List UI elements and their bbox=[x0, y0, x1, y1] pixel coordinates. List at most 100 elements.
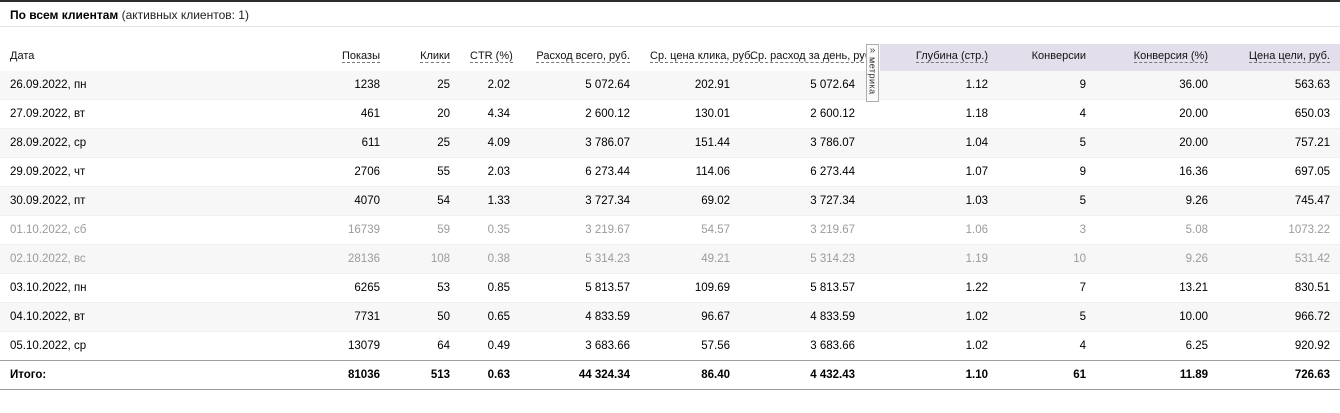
goal-price-cell: 745.47 bbox=[1294, 195, 1330, 207]
conversions-cell: 4 bbox=[1079, 108, 1086, 120]
depth-cell: 1.06 bbox=[965, 224, 988, 236]
conversion-rate-cell: 20.00 bbox=[1179, 108, 1208, 120]
col-header-avg-daily-spend[interactable]: Ср. расход за день, руб. bbox=[750, 50, 875, 63]
impressions-cell: 461 bbox=[360, 108, 380, 120]
impressions-cell: 611 bbox=[361, 137, 380, 149]
date-cell: 26.09.2022, пн bbox=[10, 79, 87, 91]
impressions-cell: 2706 bbox=[354, 166, 380, 178]
avg-daily-spend-cell: 5 314.23 bbox=[810, 253, 855, 265]
conversions-cell: 3 bbox=[1079, 224, 1086, 236]
impressions-cell: 4070 bbox=[354, 195, 380, 207]
avg-daily-spend-cell: 3 683.66 bbox=[810, 340, 855, 352]
avg-cpc-cell: 49.21 bbox=[701, 253, 730, 265]
totals-row: Итого: 81036 513 0.63 44 324.34 86.40 4 … bbox=[0, 360, 1340, 390]
table-row: 29.09.2022, чт 2706 55 2.03 6 273.44 114… bbox=[0, 158, 1340, 187]
conversion-rate-cell: 9.26 bbox=[1185, 253, 1208, 265]
impressions-cell: 1238 bbox=[354, 79, 380, 91]
metrika-divider-cell bbox=[865, 303, 880, 332]
depth-cell: 1.04 bbox=[965, 137, 988, 149]
goal-price-cell: 830.51 bbox=[1294, 282, 1330, 294]
conversions-cell: 5 bbox=[1079, 311, 1086, 323]
ctr-cell: 0.38 bbox=[487, 253, 510, 265]
ctr-cell: 0.85 bbox=[487, 282, 510, 294]
totals-goal-price: 726.63 bbox=[1218, 360, 1340, 390]
ctr-cell: 4.09 bbox=[487, 137, 510, 149]
ctr-cell: 2.03 bbox=[487, 166, 510, 178]
totals-conversion-rate: 11.89 bbox=[1096, 360, 1218, 390]
date-cell: 28.09.2022, ср bbox=[10, 137, 87, 149]
impressions-cell: 6265 bbox=[354, 282, 380, 294]
total-spend-cell: 5 314.23 bbox=[585, 253, 630, 265]
clicks-cell: 55 bbox=[437, 166, 450, 178]
avg-daily-spend-cell: 3 786.07 bbox=[810, 137, 855, 149]
ctr-cell: 0.65 bbox=[487, 311, 510, 323]
col-header-conversion-rate[interactable]: Конверсия (%) bbox=[1133, 50, 1208, 63]
totals-total-spend: 44 324.34 bbox=[520, 360, 640, 390]
avg-daily-spend-cell: 2 600.12 bbox=[810, 108, 855, 120]
date-cell: 29.09.2022, чт bbox=[10, 166, 86, 178]
avg-cpc-cell: 202.91 bbox=[694, 79, 730, 91]
avg-daily-spend-cell: 3 219.67 bbox=[810, 224, 855, 236]
goal-price-cell: 757.21 bbox=[1294, 137, 1330, 149]
metrika-divider-cell bbox=[865, 100, 880, 129]
conversion-rate-cell: 36.00 bbox=[1179, 79, 1208, 91]
stats-table: Дата Показы Клики CTR (%) Расход всего, … bbox=[0, 44, 1340, 390]
table-row: 02.10.2022, вс 28136 108 0.38 5 314.23 4… bbox=[0, 244, 1340, 274]
metrika-divider-cell bbox=[865, 274, 880, 303]
conversion-rate-cell: 5.08 bbox=[1185, 224, 1208, 236]
impressions-cell: 28136 bbox=[348, 253, 380, 265]
metrika-tab-label: метрика bbox=[867, 57, 878, 95]
col-header-avg-cpc[interactable]: Ср. цена клика, руб. bbox=[650, 50, 754, 63]
total-spend-cell: 6 273.44 bbox=[585, 166, 630, 178]
metrika-divider-cell bbox=[865, 187, 880, 216]
metrika-divider-cell bbox=[865, 158, 880, 187]
conversions-cell: 5 bbox=[1079, 195, 1086, 207]
avg-cpc-cell: 57.56 bbox=[701, 340, 730, 352]
col-header-clicks[interactable]: Клики bbox=[420, 50, 450, 63]
col-header-conversions: Конверсии bbox=[1031, 50, 1086, 62]
clicks-cell: 25 bbox=[437, 79, 450, 91]
conversion-rate-cell: 20.00 bbox=[1179, 137, 1208, 149]
depth-cell: 1.03 bbox=[965, 195, 988, 207]
depth-cell: 1.18 bbox=[965, 108, 988, 120]
table-row: 05.10.2022, ср 13079 64 0.49 3 683.66 57… bbox=[0, 332, 1340, 361]
clicks-cell: 54 bbox=[437, 195, 450, 207]
clicks-cell: 59 bbox=[437, 224, 450, 236]
total-spend-cell: 4 833.59 bbox=[585, 311, 630, 323]
avg-daily-spend-cell: 5 813.57 bbox=[810, 282, 855, 294]
totals-clicks: 513 bbox=[390, 360, 460, 390]
total-spend-cell: 3 219.67 bbox=[585, 224, 630, 236]
ctr-cell: 0.35 bbox=[487, 224, 510, 236]
totals-avg-daily-spend: 4 432.43 bbox=[740, 360, 865, 390]
goal-price-cell: 966.72 bbox=[1294, 311, 1330, 323]
col-header-impressions[interactable]: Показы bbox=[341, 50, 380, 63]
conversion-rate-cell: 10.00 bbox=[1179, 311, 1208, 323]
depth-cell: 1.12 bbox=[965, 79, 988, 91]
goal-price-cell: 531.42 bbox=[1294, 253, 1330, 265]
col-header-total-spend[interactable]: Расход всего, руб. bbox=[536, 50, 630, 63]
totals-impressions: 81036 bbox=[300, 360, 390, 390]
avg-cpc-cell: 69.02 bbox=[701, 195, 730, 207]
date-cell: 30.09.2022, пт bbox=[10, 195, 86, 207]
table-row: 01.10.2022, сб 16739 59 0.35 3 219.67 54… bbox=[0, 216, 1340, 245]
col-header-ctr[interactable]: CTR (%) bbox=[470, 50, 513, 63]
clicks-cell: 64 bbox=[437, 340, 450, 352]
goal-price-cell: 920.92 bbox=[1294, 340, 1330, 352]
depth-cell: 1.02 bbox=[965, 340, 988, 352]
col-header-depth[interactable]: Глубина (стр.) bbox=[915, 50, 988, 63]
stats-table-container: Дата Показы Клики CTR (%) Расход всего, … bbox=[0, 44, 1340, 390]
report-header: По всем клиентам (активных клиентов: 1) bbox=[0, 2, 1340, 27]
table-row: 28.09.2022, ср 611 25 4.09 3 786.07 151.… bbox=[0, 128, 1340, 158]
conversions-cell: 4 bbox=[1079, 340, 1086, 352]
col-header-goal-price[interactable]: Цена цели, руб. bbox=[1248, 50, 1330, 63]
avg-cpc-cell: 114.06 bbox=[695, 166, 730, 178]
impressions-cell: 16739 bbox=[348, 224, 380, 236]
table-row: 03.10.2022, пн 6265 53 0.85 5 813.57 109… bbox=[0, 274, 1340, 303]
avg-daily-spend-cell: 6 273.44 bbox=[810, 166, 855, 178]
clicks-cell: 108 bbox=[430, 253, 450, 265]
conversions-cell: 9 bbox=[1079, 79, 1086, 91]
ctr-cell: 0.49 bbox=[487, 340, 510, 352]
metrika-collapse-tab[interactable]: » метрика bbox=[866, 44, 879, 102]
conversion-rate-cell: 6.25 bbox=[1185, 340, 1208, 352]
totals-avg-cpc: 86.40 bbox=[640, 360, 740, 390]
